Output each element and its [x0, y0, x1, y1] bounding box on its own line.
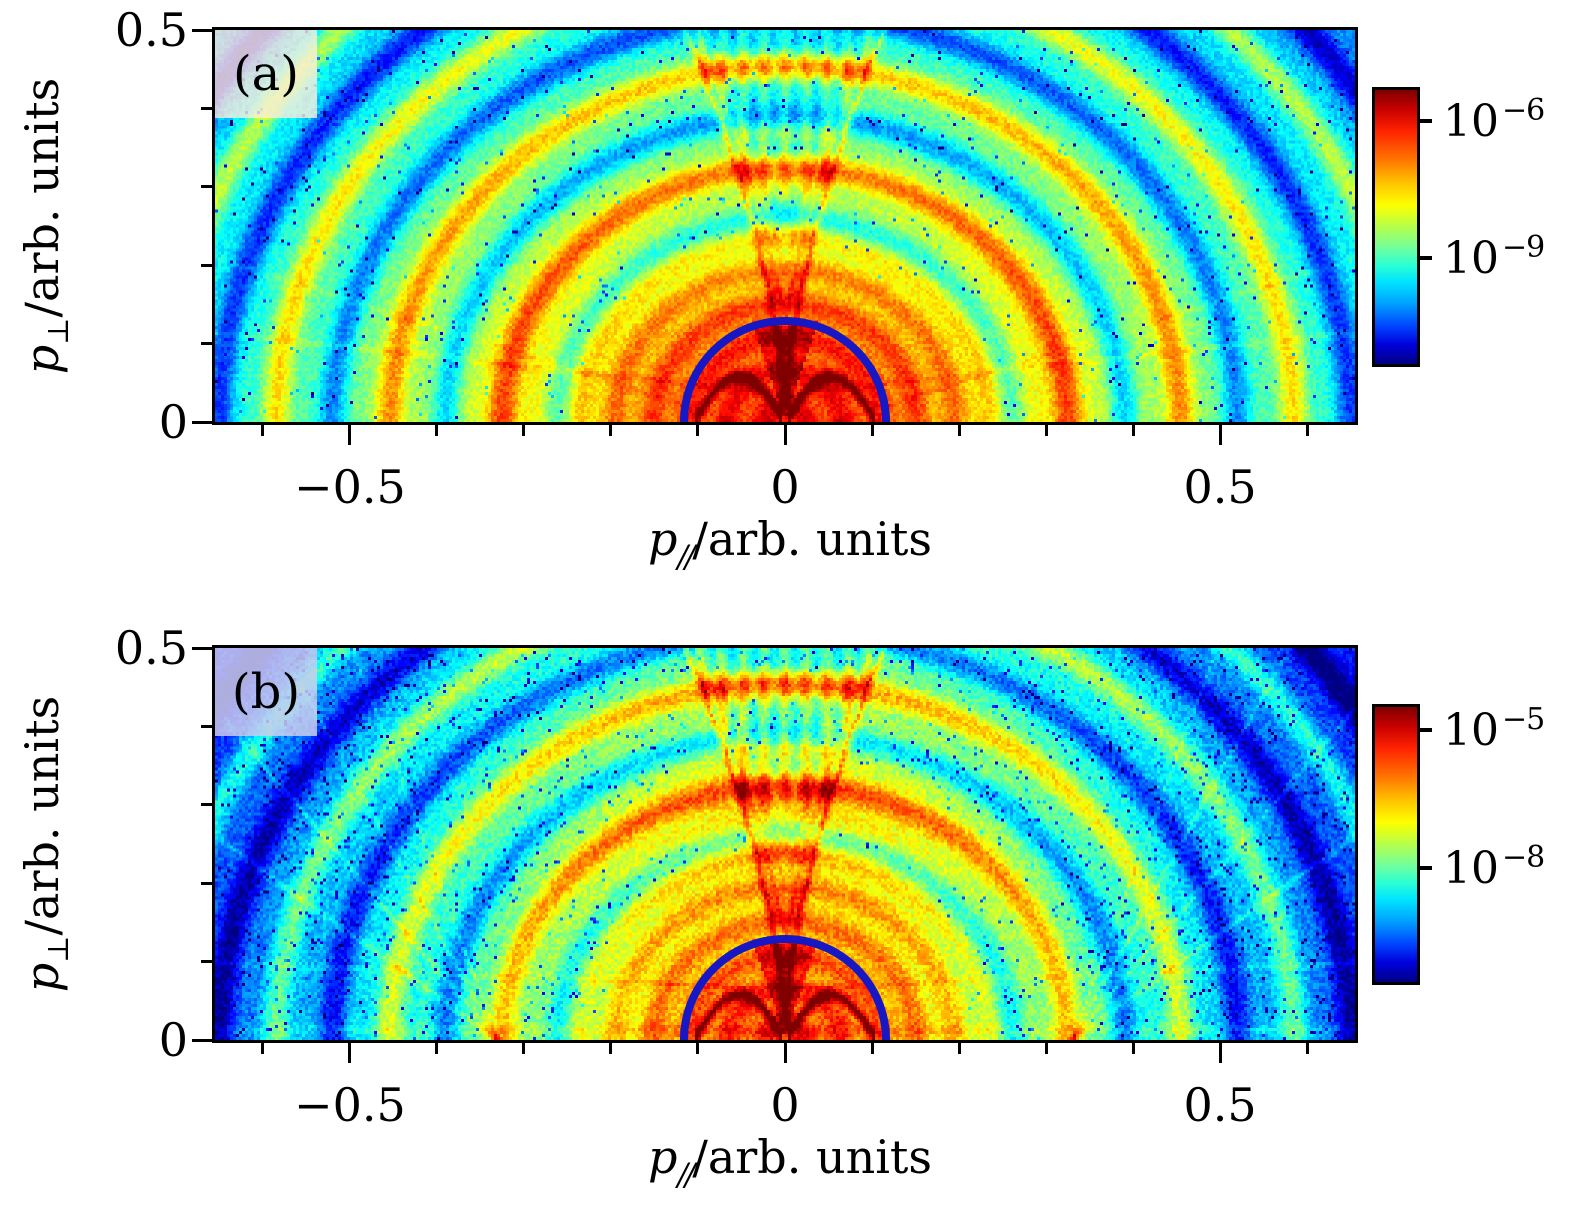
colorbar-tick: [1417, 118, 1432, 123]
x-minor-tick: [261, 425, 265, 436]
x-minor-tick: [609, 425, 613, 436]
colorbar-label-exponent: −6: [1502, 93, 1545, 129]
y-major-tick: [192, 1038, 212, 1042]
x-major-tick: [783, 425, 787, 445]
colorbar-tick: [1417, 865, 1432, 870]
colorbar-label-base: 10: [1443, 704, 1499, 756]
colorbar-label-base: 10: [1443, 232, 1499, 284]
panel-b-label: (b): [215, 648, 317, 736]
panel-a-label: (a): [215, 30, 317, 118]
xlabel-units: /arb. units: [692, 512, 933, 566]
y-tick-label: 0: [158, 1013, 188, 1067]
colorbar-a: [1372, 87, 1420, 367]
x-tick-label: 0: [770, 1078, 800, 1132]
x-minor-tick: [522, 425, 526, 436]
colorbar-label-base: 10: [1443, 95, 1499, 147]
x-minor-tick: [696, 1043, 700, 1054]
panel-b-label-text: (b): [231, 664, 301, 720]
x-minor-tick: [435, 425, 439, 436]
y-minor-tick: [201, 960, 212, 964]
x-major-tick: [348, 1043, 352, 1063]
x-tick-label: 0.5: [1183, 1078, 1257, 1132]
colorbar-a-tick-label-upper: 10 −6: [1443, 93, 1545, 147]
x-minor-tick: [1131, 425, 1135, 436]
y-major-tick: [192, 646, 212, 650]
x-minor-tick: [957, 1043, 961, 1054]
y-major-tick: [192, 420, 212, 424]
ylabel-units: /arb. units: [15, 695, 69, 936]
xlabel-symbol: p: [647, 512, 678, 566]
x-minor-tick: [1305, 425, 1309, 436]
xlabel-subscript: //: [677, 539, 695, 575]
x-major-tick: [1218, 425, 1222, 445]
x-tick-label: 0: [770, 460, 800, 514]
colorbar-tick: [1417, 255, 1432, 260]
y-minor-tick: [201, 185, 212, 189]
colorbar-b: [1372, 704, 1420, 985]
y-minor-tick: [201, 724, 212, 728]
y-minor-tick: [201, 803, 212, 807]
colorbar-b-tick-label-upper: 10 −5: [1443, 702, 1545, 756]
x-minor-tick: [957, 425, 961, 436]
y-tick-label: 0.5: [114, 3, 188, 57]
x-minor-tick: [609, 1043, 613, 1054]
ylabel-subscript: ⊥: [41, 317, 75, 345]
panel-a-label-text: (a): [232, 46, 300, 102]
x-minor-tick: [696, 425, 700, 436]
colorbar-label-exponent: −8: [1502, 839, 1545, 875]
y-tick-label: 0: [158, 395, 188, 449]
panel-a-xlabel: p///arb. units: [648, 512, 932, 575]
ylabel-symbol: p: [15, 962, 69, 993]
x-minor-tick: [1044, 1043, 1048, 1054]
colorbar-label-exponent: −5: [1502, 702, 1545, 738]
ylabel-units: /arb. units: [15, 77, 69, 318]
colorbar-b-tick-label-lower: 10 −8: [1443, 839, 1545, 894]
y-minor-tick: [201, 263, 212, 267]
xlabel-subscript: //: [677, 1157, 695, 1193]
xlabel-symbol: p: [647, 1130, 678, 1184]
ylabel-subscript: ⊥: [41, 935, 75, 963]
x-minor-tick: [522, 1043, 526, 1054]
x-major-tick: [1218, 1043, 1222, 1063]
xlabel-units: /arb. units: [692, 1130, 933, 1184]
panel-a-ylabel: p⊥/arb. units: [15, 78, 75, 374]
y-tick-label: 0.5: [114, 621, 188, 675]
y-minor-tick: [201, 342, 212, 346]
x-minor-tick: [1131, 1043, 1135, 1054]
x-major-tick: [783, 1043, 787, 1063]
x-minor-tick: [261, 1043, 265, 1054]
ylabel-symbol: p: [15, 344, 69, 375]
x-minor-tick: [1305, 1043, 1309, 1054]
colorbar-a-tick-label-lower: 10 −9: [1443, 230, 1545, 284]
colorbar-label-exponent: −9: [1502, 230, 1545, 266]
x-major-tick: [348, 425, 352, 445]
x-tick-label: −0.5: [294, 460, 406, 514]
colorbar-tick: [1417, 728, 1432, 733]
y-minor-tick: [201, 106, 212, 110]
x-minor-tick: [870, 1043, 874, 1054]
y-minor-tick: [201, 881, 212, 885]
x-minor-tick: [1044, 425, 1048, 436]
x-minor-tick: [435, 1043, 439, 1054]
x-tick-label: 0.5: [1183, 460, 1257, 514]
colorbar-label-base: 10: [1443, 842, 1499, 894]
panel-b-xlabel: p///arb. units: [648, 1130, 932, 1193]
panel-b-ylabel: p⊥/arb. units: [15, 696, 75, 992]
y-major-tick: [192, 28, 212, 32]
x-minor-tick: [870, 425, 874, 436]
x-tick-label: −0.5: [294, 1078, 406, 1132]
